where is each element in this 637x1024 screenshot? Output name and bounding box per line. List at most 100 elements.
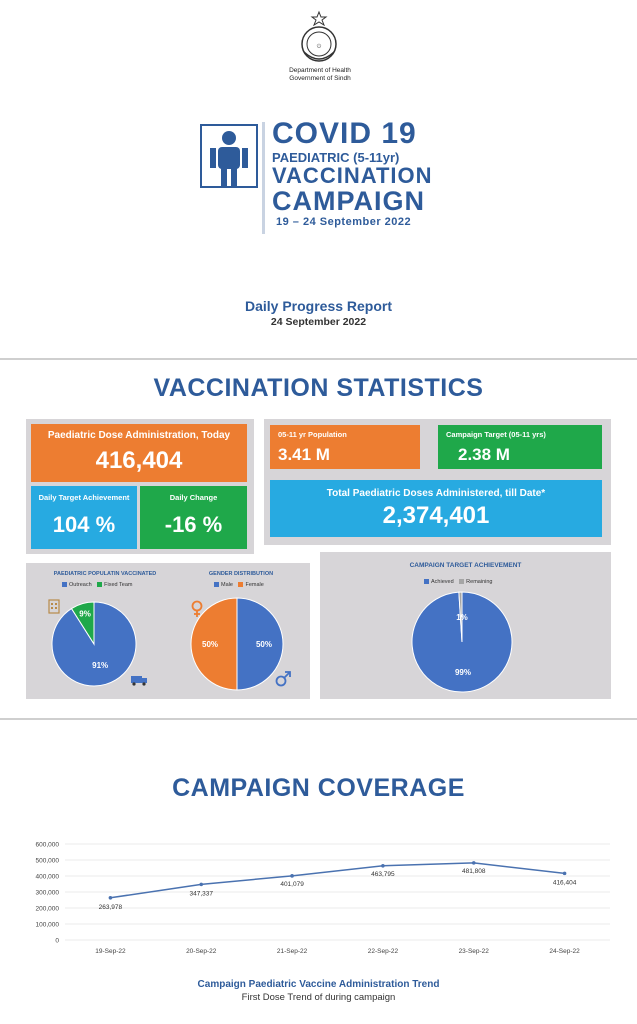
gender-pie-label-1: 50%	[202, 640, 218, 649]
data-label-4: 481,808	[462, 868, 486, 875]
gender-pie-label-0: 50%	[256, 640, 272, 649]
legend-male: Male	[221, 582, 233, 588]
population-pie-slice-1	[70, 601, 95, 646]
gender-pie-chart: 50% 50%	[190, 597, 284, 691]
male-symbol-icon	[275, 671, 291, 687]
daily-target-tile: Daily Target Achievement 104 %	[31, 486, 137, 549]
daily-change-label: Daily Change	[169, 493, 218, 502]
legend-male-swatch	[214, 582, 219, 588]
data-point-4	[471, 861, 476, 865]
gender-pie-slice-1	[190, 597, 238, 691]
dose-today-tile: Paediatric Dose Administration, Today 41…	[31, 424, 247, 482]
sindh-government-logo: ۞	[301, 10, 337, 62]
legend-female-swatch	[238, 582, 244, 588]
data-point-0	[108, 895, 113, 900]
data-label-1: 347,337	[190, 890, 214, 897]
x-tick-label-3: 22-Sep-22	[368, 948, 399, 955]
y-tick-label-3: 300,000	[36, 890, 60, 897]
population-pie-label-0: 91%	[92, 661, 108, 670]
total-doses-tile: Total Paediatric Doses Administered, til…	[270, 480, 602, 537]
target-pie-label-0: 99%	[455, 668, 471, 677]
target-pie-chart: 99% 1%	[411, 591, 513, 693]
female-symbol-icon	[191, 600, 203, 617]
y-tick-label-5: 500,000	[36, 858, 60, 865]
report-date: 24 September 2022	[270, 316, 367, 328]
title-divider	[262, 122, 265, 234]
population-tile: 05-11 yr Population 3.41 M	[270, 425, 420, 469]
data-label-2: 401,079	[280, 881, 304, 888]
population-pie-chart: 91% 9%	[51, 601, 137, 687]
daily-change-value: -16 %	[164, 512, 223, 537]
target-pie-title: CAMPAIGN TARGET ACHIEVEMENT	[409, 562, 522, 569]
legend-outreach: Outreach	[69, 582, 92, 588]
target-pie-slice-1	[458, 591, 463, 643]
vaccination-statistics-title: VACCINATION STATISTICS	[153, 374, 484, 402]
daily-change-tile: Daily Change -16 %	[140, 486, 247, 549]
population-value: 3.41 M	[278, 445, 330, 464]
data-label-0: 263,978	[99, 904, 123, 911]
report-heading: Daily Progress Report 24 September 2022	[0, 297, 637, 329]
population-pie-legend: Outreach Fixed Team	[58, 582, 132, 588]
total-doses-value: 2,374,401	[382, 502, 490, 529]
divider-middle	[0, 718, 637, 720]
daily-target-value: 104 %	[52, 512, 116, 537]
legend-fixed-team-swatch	[97, 582, 103, 588]
data-point-2	[290, 874, 294, 878]
report-title: Daily Progress Report	[244, 298, 393, 314]
gender-pie-legend: Male Female	[210, 582, 264, 588]
target-pie-label-1: 1%	[456, 613, 468, 622]
x-tick-label-0: 19-Sep-22	[95, 948, 126, 955]
vaccination-person-icon	[200, 124, 258, 188]
data-label-5: 416,404	[553, 879, 577, 886]
x-tick-label-2: 21-Sep-22	[277, 948, 308, 955]
legend-achieved-swatch	[424, 579, 429, 585]
dept-line1: Department of Health	[289, 67, 351, 74]
x-tick-label-1: 20-Sep-22	[186, 948, 217, 955]
x-tick-label-5: 24-Sep-22	[549, 948, 580, 955]
dose-today-label: Paediatric Dose Administration, Today	[47, 430, 231, 441]
campaign-target-value: 2.38 M	[458, 445, 510, 464]
coverage-line-chart: 0 100,000 200,000 300,000 400,000 500,000 600,…	[36, 842, 610, 955]
department-name: Department of Health Government of Sindh	[270, 67, 370, 83]
daily-target-label: Daily Target Achievement	[38, 493, 130, 502]
gender-pie-slice-0	[236, 597, 284, 691]
total-doses-label: Total Paediatric Doses Administered, til…	[326, 488, 546, 499]
target-pie-legend: Achieved Remaining	[420, 579, 492, 585]
chart-caption-subtitle: First Dose Trend of during campaign	[241, 992, 396, 1003]
title-covid: COVID 19	[272, 117, 417, 150]
title-campaign: CAMPAIGN	[272, 186, 425, 216]
building-icon	[48, 599, 60, 614]
data-label-3: 463,795	[371, 871, 395, 878]
population-label: 05-11 yr Population	[278, 430, 347, 439]
y-tick-label-6: 600,000	[36, 842, 60, 849]
population-pie-label-1: 9%	[79, 609, 91, 618]
divider-top	[0, 358, 637, 360]
legend-remaining-swatch	[459, 579, 465, 585]
data-point-1	[199, 882, 204, 887]
legend-female: Female	[245, 582, 264, 588]
y-tick-label-0: 0	[55, 938, 59, 945]
coverage-series-line	[110, 862, 565, 899]
campaign-dates: 19 – 24 September 2022	[276, 216, 412, 228]
y-tick-label-1: 100,000	[36, 922, 60, 929]
title-paediatric: PAEDIATRIC (5-11yr)	[272, 150, 400, 165]
population-pie-title: PAEDIATRIC POPULATIN VACCINATED	[53, 571, 157, 577]
legend-achieved: Achieved	[431, 579, 454, 585]
y-tick-label-2: 200,000	[36, 906, 60, 913]
data-point-3	[381, 863, 385, 868]
title-vaccination: VACCINATION	[272, 163, 433, 188]
campaign-target-label: Campaign Target (05-11 yrs)	[446, 430, 546, 439]
gender-pie-title: GENDER DISTRIBUTION	[208, 571, 274, 577]
legend-fixed-team: Fixed Team	[104, 582, 133, 588]
vaccine-van-icon	[131, 676, 147, 686]
legend-outreach-swatch	[62, 582, 67, 588]
x-tick-label-4: 23-Sep-22	[459, 948, 490, 955]
data-point-5	[562, 871, 567, 876]
y-tick-label-4: 400,000	[36, 874, 60, 881]
svg-text:۞: ۞	[317, 40, 322, 49]
legend-remaining: Remaining	[466, 579, 493, 585]
dept-line2: Government of Sindh	[289, 75, 351, 82]
dose-today-value: 416,404	[95, 447, 183, 474]
chart-caption-title: Campaign Paediatric Vaccine Administrati…	[197, 979, 440, 990]
campaign-coverage-title: CAMPAIGN COVERAGE	[172, 774, 465, 802]
